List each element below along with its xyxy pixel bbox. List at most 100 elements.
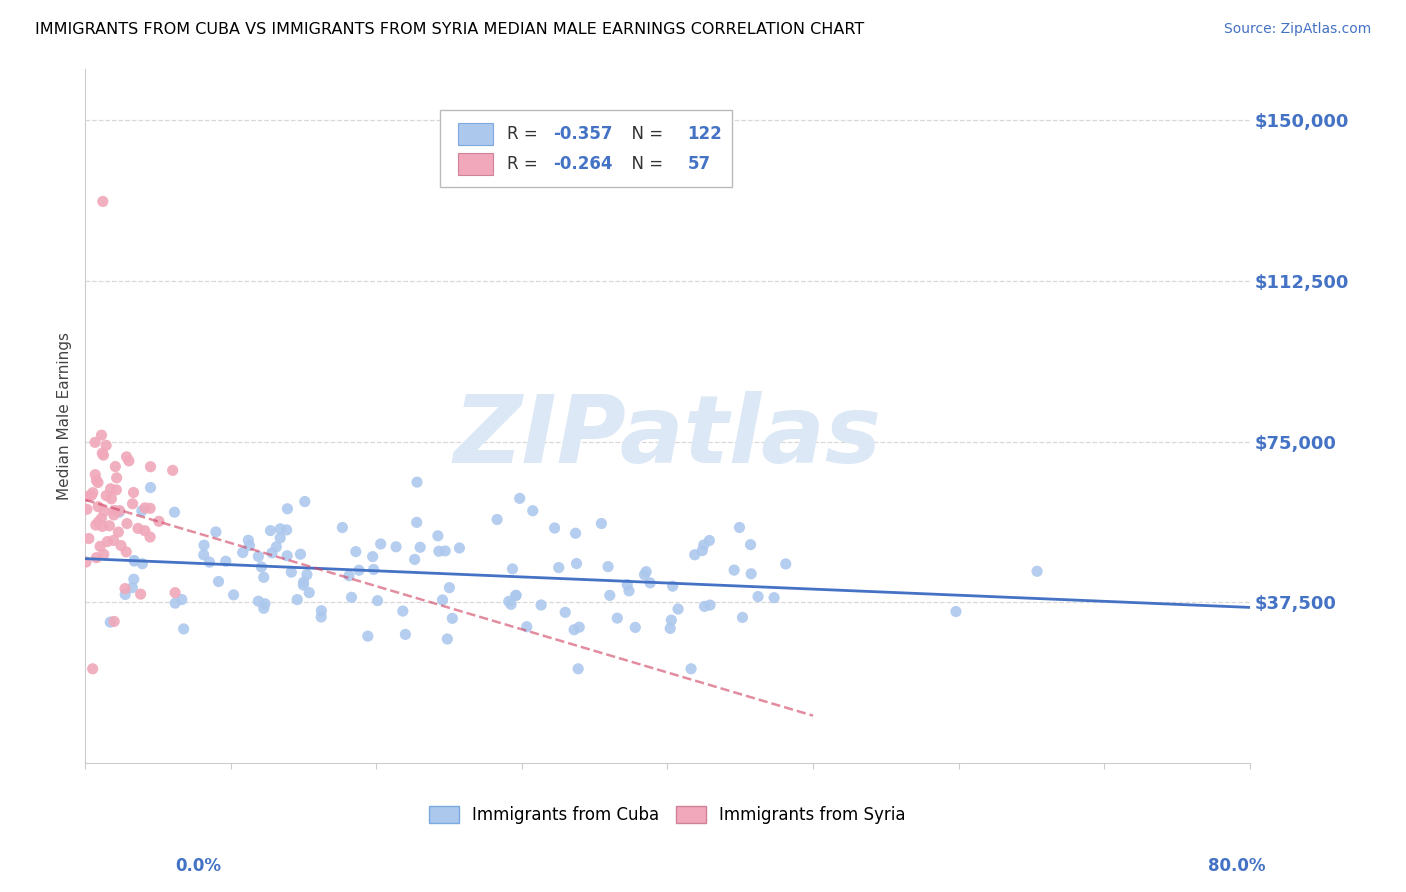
Point [591, 516, 613, 531]
Point [509, 491, 531, 506]
Point [292, 578, 315, 592]
Point [86, 474, 108, 488]
Point [295, 567, 318, 582]
Point [502, 562, 524, 576]
Point [75, 555, 97, 569]
Point [567, 662, 589, 676]
Point [499, 598, 522, 612]
Point [77, 532, 100, 546]
Point [198, 555, 221, 569]
Point [636, 565, 658, 579]
Point [357, 629, 380, 643]
Point [276, 549, 298, 563]
Point [193, 548, 215, 562]
Point [139, 481, 162, 495]
Point [96, 489, 118, 503]
Point [486, 512, 509, 526]
Point [104, 459, 127, 474]
Point [294, 494, 316, 508]
Point [86, 550, 108, 565]
Point [617, 583, 640, 598]
Point [344, 544, 367, 558]
Point [292, 575, 315, 590]
Point [690, 543, 713, 558]
Point [505, 588, 527, 602]
Point [290, 547, 312, 561]
Point [238, 539, 260, 553]
Point [740, 538, 762, 552]
Point [121, 581, 143, 595]
Point [659, 613, 682, 627]
Text: N =: N = [621, 154, 668, 173]
Point [96, 438, 118, 452]
Point [740, 566, 762, 581]
Point [103, 503, 125, 517]
Legend: Immigrants from Cuba, Immigrants from Syria: Immigrants from Cuba, Immigrants from Sy… [429, 806, 905, 824]
Point [103, 508, 125, 522]
Point [260, 546, 283, 560]
Point [394, 627, 416, 641]
Point [91, 194, 114, 209]
Point [84, 467, 107, 482]
Point [90, 511, 112, 525]
Point [131, 504, 153, 518]
Point [280, 565, 302, 579]
Point [522, 504, 544, 518]
Text: -0.357: -0.357 [554, 125, 613, 143]
Point [82, 485, 104, 500]
Point [131, 557, 153, 571]
Text: R =: R = [506, 125, 543, 143]
Point [285, 592, 308, 607]
Point [139, 530, 162, 544]
Point [568, 620, 591, 634]
Point [436, 632, 458, 646]
Point [247, 549, 270, 564]
Point [340, 591, 363, 605]
Point [633, 567, 655, 582]
Point [693, 538, 716, 552]
Point [269, 531, 291, 545]
Point [775, 557, 797, 571]
Point [385, 540, 408, 554]
Point [253, 597, 276, 611]
Point [266, 540, 288, 554]
Point [596, 559, 619, 574]
Point [115, 450, 138, 464]
Point [659, 621, 682, 635]
Point [93, 547, 115, 561]
Point [439, 581, 461, 595]
Point [427, 544, 450, 558]
Point [516, 620, 538, 634]
Point [80, 488, 103, 502]
Point [170, 592, 193, 607]
Point [247, 594, 270, 608]
Text: 57: 57 [688, 154, 710, 173]
Point [661, 579, 683, 593]
Point [134, 524, 156, 538]
Point [89, 540, 111, 554]
Text: Source: ZipAtlas.com: Source: ZipAtlas.com [1223, 22, 1371, 37]
Point [173, 622, 195, 636]
Point [115, 545, 138, 559]
Point [276, 523, 298, 537]
Point [434, 544, 457, 558]
Point [370, 537, 392, 551]
Point [405, 516, 427, 530]
Point [699, 598, 721, 612]
Point [565, 557, 588, 571]
Point [337, 568, 360, 582]
Point [298, 585, 321, 599]
Point [82, 662, 104, 676]
Point [87, 515, 110, 529]
Text: 122: 122 [688, 125, 723, 143]
Point [93, 448, 115, 462]
Point [347, 563, 370, 577]
FancyBboxPatch shape [440, 111, 731, 186]
Point [108, 503, 131, 517]
Point [250, 560, 273, 574]
Point [163, 505, 186, 519]
Point [731, 610, 754, 624]
Point [406, 475, 429, 490]
Point [945, 605, 967, 619]
Point [624, 620, 647, 634]
